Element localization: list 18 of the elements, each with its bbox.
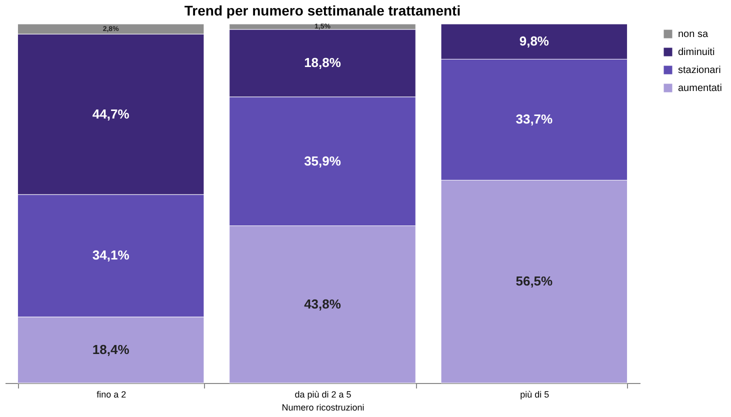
data-label: 34,1% bbox=[92, 248, 130, 263]
data-label: 9,8% bbox=[519, 34, 550, 49]
data-label: 44,7% bbox=[92, 106, 130, 122]
legend-label: stazionari bbox=[678, 65, 721, 76]
chart-title: Trend per numero settimanale trattamenti bbox=[184, 2, 461, 19]
data-label: 18,8% bbox=[304, 55, 342, 70]
x-tick-label: fino a 2 bbox=[96, 390, 126, 400]
x-tick-label: da più di 2 a 5 bbox=[294, 390, 352, 400]
legend-label: diminuiti bbox=[678, 47, 715, 58]
data-label: 33,7% bbox=[516, 112, 554, 127]
legend-label: aumentati bbox=[678, 83, 722, 94]
data-label: 56,5% bbox=[516, 274, 554, 289]
data-label: 18,4% bbox=[92, 342, 130, 357]
data-label: 35,9% bbox=[304, 153, 342, 168]
legend-label: non sa bbox=[678, 29, 708, 40]
x-axis-title: Numero ricostruzioni bbox=[282, 402, 364, 412]
data-label: 43,8% bbox=[304, 296, 342, 312]
x-tick-label: più di 5 bbox=[520, 390, 550, 400]
